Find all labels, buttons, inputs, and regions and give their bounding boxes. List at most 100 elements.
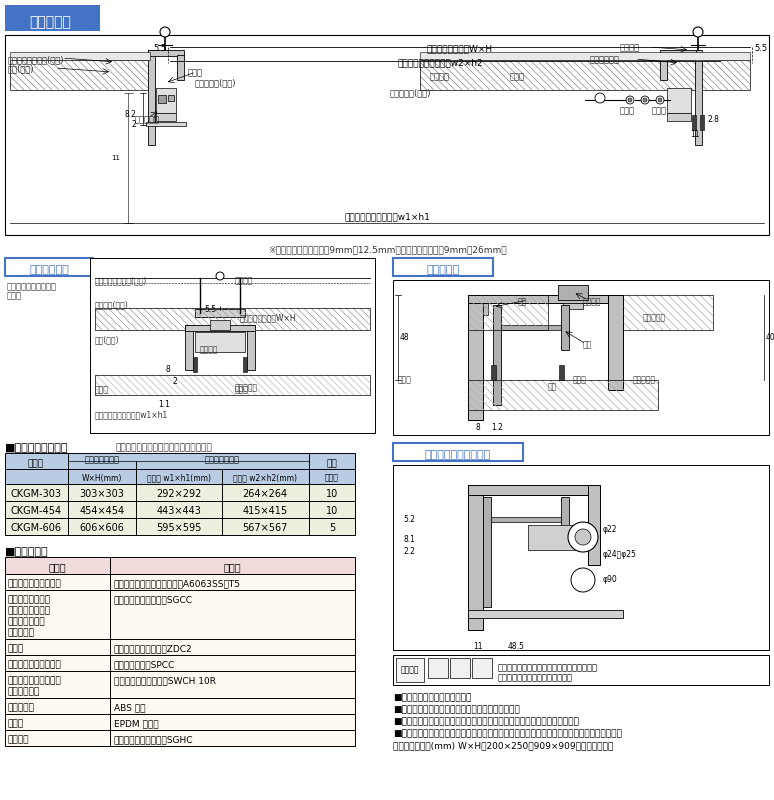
Text: 48.5: 48.5	[508, 642, 525, 651]
Bar	[393, 443, 523, 461]
Text: 化粧リング: 化粧リング	[135, 115, 160, 124]
Bar	[393, 655, 769, 685]
Text: 2.2: 2.2	[403, 547, 415, 556]
Text: 443×443: 443×443	[156, 506, 201, 516]
Bar	[608, 295, 623, 390]
Bar	[528, 525, 578, 550]
Text: 製作可能寸法(mm) W×H＝200×250～909×909（片開きのみ）: 製作可能寸法(mm) W×H＝200×250～909×909（片開きのみ）	[393, 741, 613, 750]
Bar	[193, 357, 197, 372]
Text: 取付用チャンネル(別途): 取付用チャンネル(別途)	[8, 55, 64, 64]
Bar	[5, 698, 355, 714]
Bar	[177, 55, 184, 80]
Text: 気密材: 気密材	[8, 719, 24, 728]
Text: ■重量のある天井材を使用する際には、当社担当にお問い合わせください。: ■重量のある天井材を使用する際には、当社担当にお問い合わせください。	[393, 717, 579, 726]
Text: 11: 11	[473, 642, 482, 651]
Text: 2.8: 2.8	[707, 115, 719, 124]
Text: 吊り金具仕様: 吊り金具仕様	[29, 265, 69, 275]
Text: ■規格寸法以外及び鍵付点検口もオーダーにて製作しますので、当社担当にご相談ください。: ■規格寸法以外及び鍵付点検口もオーダーにて製作しますので、当社担当にご相談くださ…	[393, 729, 622, 738]
Bar	[185, 325, 193, 370]
Bar	[148, 50, 155, 145]
Text: （台）: （台）	[325, 474, 339, 482]
Bar	[393, 465, 769, 650]
Text: 認定品: 認定品	[7, 291, 22, 300]
Bar	[243, 357, 247, 372]
Text: 気密材: 気密材	[398, 375, 412, 384]
Text: ラッチ: ラッチ	[8, 644, 24, 653]
Bar	[195, 309, 245, 317]
Bar	[5, 484, 355, 501]
Bar	[561, 497, 569, 547]
Text: 8: 8	[475, 423, 480, 432]
Bar	[5, 655, 355, 671]
Text: 264×264: 264×264	[242, 489, 288, 499]
Bar	[692, 115, 696, 130]
Bar	[623, 295, 713, 330]
Bar	[468, 610, 623, 618]
Bar	[561, 305, 569, 350]
Bar	[95, 308, 370, 330]
Bar	[158, 95, 166, 103]
Text: 野縁受け(別途): 野縁受け(別途)	[95, 300, 128, 309]
Text: 吊り金具: 吊り金具	[235, 276, 254, 285]
Bar	[700, 115, 704, 130]
Bar	[5, 258, 93, 276]
Bar	[468, 295, 548, 330]
Text: 8.2: 8.2	[124, 110, 136, 119]
Text: 名　称: 名 称	[48, 562, 66, 572]
Text: 野縁(別途): 野縁(別途)	[8, 64, 35, 73]
Text: 入数: 入数	[327, 459, 337, 469]
Text: 材　質: 材 質	[223, 562, 241, 572]
Text: 気密材: 気密材	[235, 385, 249, 394]
Bar	[695, 50, 702, 145]
Bar	[393, 280, 769, 435]
Text: 天井下地材切断寸法：w2×h2: 天井下地材切断寸法：w2×h2	[397, 58, 483, 67]
Circle shape	[656, 96, 664, 104]
Bar	[420, 52, 750, 60]
Text: 野縁(別途): 野縁(別途)	[95, 335, 119, 344]
Text: 溶融亜鉛メッキ鋼板　SGHC: 溶融亜鉛メッキ鋼板 SGHC	[114, 735, 194, 744]
Text: 2: 2	[132, 120, 136, 129]
Bar	[472, 658, 492, 678]
Text: ストッパー: ストッパー	[8, 628, 35, 637]
Text: ※適応天井仕上材板厚：9mm～12.5mm（仕上材＋下地材：9mm～26mm）: ※適応天井仕上材板厚：9mm～12.5mm（仕上材＋下地材：9mm～26mm）	[268, 245, 506, 254]
Text: ラッチホルダー: ラッチホルダー	[8, 617, 46, 626]
Text: 亜鉛合金ダイカスト　ZDC2: 亜鉛合金ダイカスト ZDC2	[114, 644, 193, 653]
Text: 48: 48	[400, 333, 409, 342]
Text: ■天井点検口の用途以外に使用しないでください。: ■天井点検口の用途以外に使用しないでください。	[393, 705, 520, 714]
Text: CKGM-606: CKGM-606	[11, 523, 61, 533]
Text: 天井仕上材(別途): 天井仕上材(別途)	[390, 88, 431, 97]
Text: 支持金具: 支持金具	[8, 735, 29, 744]
Text: W×H(mm): W×H(mm)	[82, 474, 122, 482]
Text: 天井材切断寸法: 天井材切断寸法	[204, 455, 239, 465]
Text: アタッチ: アタッチ	[200, 345, 218, 354]
Bar	[493, 305, 501, 405]
Text: 気密材: 気密材	[573, 375, 587, 384]
Text: 595×595: 595×595	[156, 523, 202, 533]
Bar	[393, 258, 493, 276]
Text: アルミニウム合金押出形材　A6063SS－T5: アルミニウム合金押出形材 A6063SS－T5	[114, 579, 241, 588]
Text: 内枠: 内枠	[583, 340, 592, 349]
Circle shape	[575, 529, 591, 545]
Bar	[491, 517, 561, 522]
Text: 外枠コーナー金具: 外枠コーナー金具	[8, 595, 51, 604]
Text: 8.1: 8.1	[403, 535, 415, 544]
Text: φ22: φ22	[603, 525, 618, 534]
Bar	[247, 325, 255, 370]
Bar	[396, 658, 424, 682]
Bar	[667, 113, 691, 121]
Text: 2: 2	[173, 377, 177, 386]
Text: 5.5: 5.5	[204, 305, 216, 314]
Text: 8: 8	[166, 365, 170, 374]
Text: ガイドビース: ガイドビース	[590, 55, 620, 64]
Text: 5.5: 5.5	[154, 44, 167, 53]
Text: 枠材詳細図: 枠材詳細図	[426, 265, 460, 275]
Bar	[5, 35, 769, 235]
Bar	[5, 590, 355, 639]
Bar	[588, 485, 600, 565]
Bar	[491, 365, 496, 380]
Text: ■屋内専用の天井点検口です。: ■屋内専用の天井点検口です。	[393, 693, 471, 702]
Text: ■部材仕様表: ■部材仕様表	[5, 547, 49, 557]
Text: 天井材開口寸法：W×H: 天井材開口寸法：W×H	[240, 313, 296, 322]
Text: ■天井材切欠寸法表: ■天井材切欠寸法表	[5, 443, 69, 453]
Text: 303×303: 303×303	[80, 489, 125, 499]
